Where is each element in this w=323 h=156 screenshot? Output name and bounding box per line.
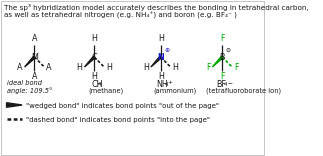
Text: H: H	[143, 63, 149, 73]
Text: A: A	[17, 63, 23, 73]
Text: 4: 4	[98, 83, 101, 88]
Text: H: H	[158, 34, 164, 43]
Text: CH: CH	[91, 80, 102, 89]
Text: B: B	[219, 53, 225, 61]
Text: (tetrafluoroborate ion): (tetrafluoroborate ion)	[206, 87, 281, 93]
Text: F: F	[220, 34, 224, 43]
Text: 4: 4	[164, 83, 168, 88]
Text: N: N	[157, 53, 164, 61]
Text: "wedged bond" indicates bond points "out of the page": "wedged bond" indicates bond points "out…	[26, 103, 219, 109]
Text: ⊖: ⊖	[226, 47, 231, 53]
Text: NH: NH	[157, 80, 168, 89]
Text: The sp³ hybridization model accurately describes the bonding in tetrahedral carb: The sp³ hybridization model accurately d…	[4, 4, 309, 11]
Text: F: F	[220, 72, 224, 81]
Text: as well as tetrahedral nitrogen (e.g. NH₄⁺) and boron (e.g. BF₄⁻ ): as well as tetrahedral nitrogen (e.g. NH…	[4, 12, 237, 19]
Text: "dashed bond" indicates bond points "into the page": "dashed bond" indicates bond points "int…	[26, 117, 210, 123]
Text: F: F	[234, 63, 239, 73]
Text: 4: 4	[224, 83, 227, 88]
Text: A: A	[32, 34, 37, 43]
Text: angle: 109.5°: angle: 109.5°	[7, 87, 53, 94]
Polygon shape	[84, 56, 95, 67]
Text: H: H	[77, 63, 82, 73]
Text: H: H	[91, 72, 97, 81]
Text: H: H	[158, 72, 164, 81]
Text: BF: BF	[216, 80, 226, 89]
Text: A: A	[46, 63, 52, 73]
Polygon shape	[6, 103, 22, 107]
Text: H: H	[172, 63, 179, 73]
Text: A: A	[32, 72, 37, 81]
Text: H: H	[91, 34, 97, 43]
Polygon shape	[151, 56, 162, 67]
Text: H: H	[106, 63, 112, 73]
Text: +: +	[168, 80, 173, 85]
Polygon shape	[25, 56, 35, 67]
Text: ⊕: ⊕	[164, 47, 169, 53]
Text: C: C	[91, 53, 97, 61]
Text: F: F	[206, 63, 210, 73]
Text: ideal bond: ideal bond	[7, 80, 42, 86]
Text: −: −	[227, 80, 232, 85]
Text: (ammonium): (ammonium)	[153, 87, 197, 93]
Text: (methane): (methane)	[89, 87, 124, 93]
Text: M: M	[31, 53, 38, 61]
Polygon shape	[212, 56, 223, 67]
